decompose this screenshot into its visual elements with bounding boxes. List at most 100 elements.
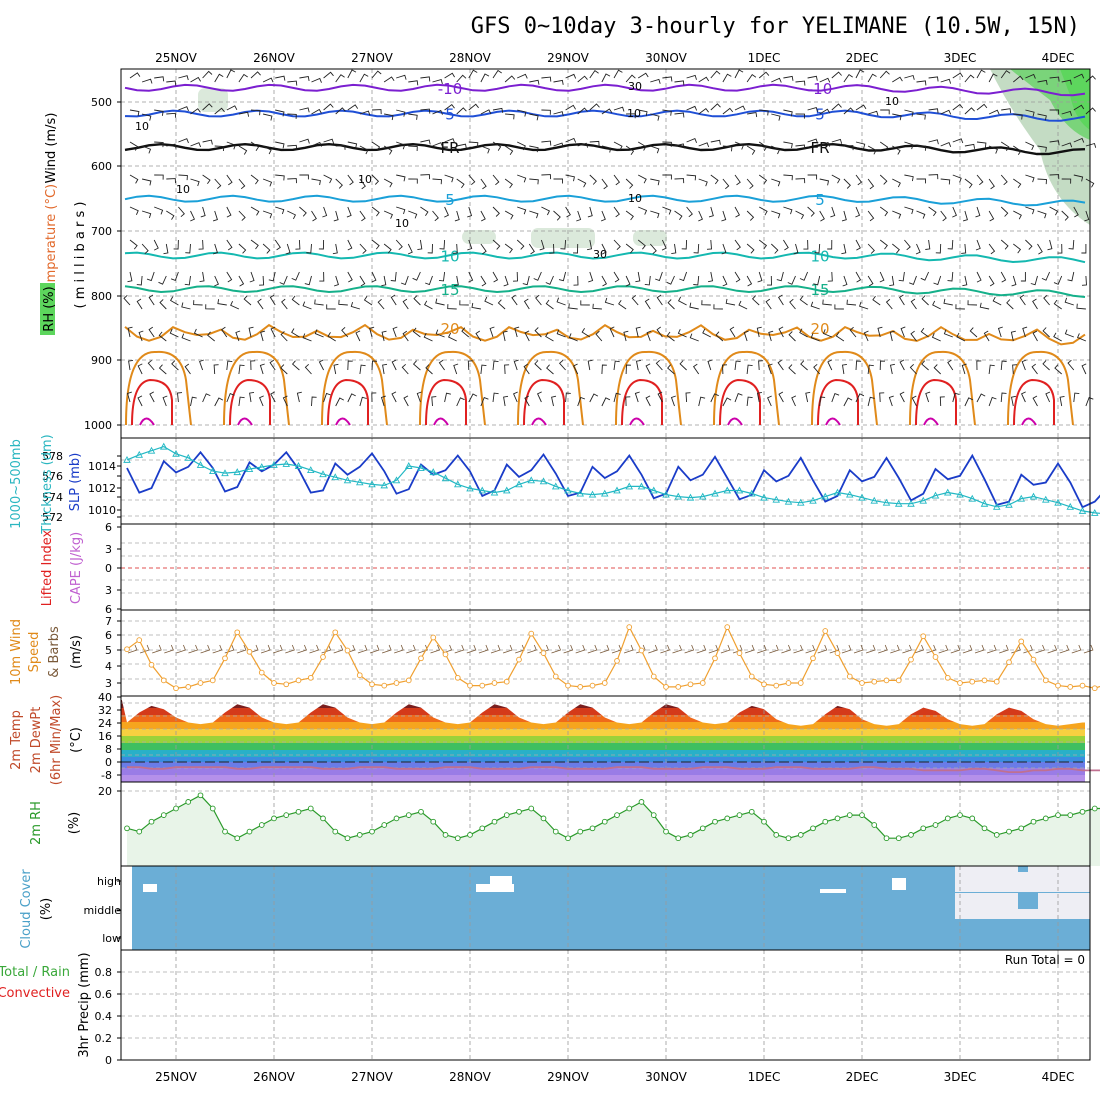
barb-3-6 bbox=[202, 174, 211, 185]
barb-1-50 bbox=[734, 105, 746, 111]
barb-9-2 bbox=[147, 359, 155, 371]
barb-4-76 bbox=[1049, 206, 1059, 216]
wind10m-pt-37 bbox=[577, 684, 584, 690]
wind10m-pt-46 bbox=[687, 681, 694, 688]
barb-7-77 bbox=[1053, 299, 1062, 310]
barb-1-58 bbox=[831, 103, 842, 111]
barb-4-37 bbox=[576, 210, 582, 222]
wind-barbs bbox=[123, 69, 1097, 654]
barb-4-27 bbox=[454, 210, 460, 222]
barb-8-53 bbox=[768, 330, 774, 342]
barb-2-47 bbox=[698, 142, 710, 148]
barb-5-69 bbox=[961, 243, 967, 254]
barb10m-67 bbox=[938, 644, 949, 654]
wind10m-pt-30 bbox=[491, 680, 498, 686]
barb10m-79 bbox=[1083, 644, 1094, 654]
barb10m-76 bbox=[1047, 644, 1058, 654]
temp-band-9 bbox=[121, 762, 1085, 768]
barb-5-39 bbox=[601, 243, 607, 255]
barb-9-28 bbox=[467, 360, 473, 371]
barb-5-22 bbox=[395, 239, 403, 251]
barb-5-45 bbox=[671, 243, 677, 255]
barb-6-28 bbox=[468, 271, 474, 283]
barb-1-45 bbox=[674, 112, 685, 118]
barb-1-46 bbox=[686, 105, 698, 111]
barb-7-65 bbox=[910, 298, 917, 310]
barb-9-30 bbox=[492, 360, 499, 371]
rh2m-pt-52 bbox=[761, 818, 767, 825]
rh2m-pt-74 bbox=[1030, 818, 1037, 825]
rh2m-pt-6 bbox=[197, 792, 204, 799]
barb-4-10 bbox=[250, 206, 260, 216]
barb-3-52 bbox=[758, 174, 768, 185]
barb-5-2 bbox=[153, 239, 159, 251]
thickness-pt-64 bbox=[907, 499, 915, 507]
wind10m-pt-68 bbox=[957, 680, 963, 686]
barb-1-7 bbox=[214, 107, 225, 115]
barb-0-59 bbox=[843, 73, 853, 83]
barb-9-58 bbox=[827, 359, 833, 371]
barb10m-19 bbox=[357, 644, 368, 654]
barb-4-22 bbox=[396, 206, 406, 215]
rh2m-pt-51 bbox=[748, 808, 755, 815]
barb-0-51 bbox=[746, 73, 757, 83]
wind10m-pt-56 bbox=[810, 655, 816, 662]
barb-0-72 bbox=[1000, 70, 1011, 79]
barb10m-64 bbox=[902, 644, 912, 654]
barb-8-65 bbox=[910, 330, 917, 342]
thickness-pt-49 bbox=[723, 486, 732, 494]
barb-6-14 bbox=[291, 271, 300, 281]
thickness-pt-53 bbox=[772, 495, 781, 503]
barb-7-31 bbox=[497, 299, 506, 310]
barb-2-49 bbox=[722, 145, 733, 152]
wind10m-pt-11 bbox=[258, 669, 265, 676]
barb10m-45 bbox=[672, 644, 683, 654]
isotherm-3 bbox=[124, 194, 1086, 207]
date-top-3: 28NOV bbox=[449, 51, 491, 65]
barb10m-7 bbox=[212, 644, 223, 654]
rh2m-pt-18 bbox=[344, 835, 351, 842]
barb-4-35 bbox=[553, 210, 561, 221]
barb-2-5 bbox=[190, 142, 202, 148]
barb10m-39 bbox=[599, 644, 610, 654]
barb-2-64 bbox=[904, 141, 914, 150]
ytick-precip-4: 0.8 bbox=[95, 966, 113, 979]
thickness-pt-7 bbox=[208, 467, 217, 475]
barb-10-60 bbox=[855, 393, 865, 403]
barb-1-68 bbox=[952, 103, 964, 111]
slp-line bbox=[126, 450, 1100, 509]
barb10m-47 bbox=[696, 644, 707, 654]
thickness-pt-72 bbox=[1005, 500, 1013, 508]
barb-7-53 bbox=[765, 298, 772, 310]
barb-5-47 bbox=[693, 243, 700, 254]
barb-1-69 bbox=[964, 107, 975, 115]
frame-7 bbox=[120, 949, 1091, 1061]
barb-2-42 bbox=[637, 141, 647, 151]
barb-8-45 bbox=[666, 331, 675, 342]
barb-5-78 bbox=[1068, 239, 1075, 250]
hottest-loop-4 bbox=[531, 417, 547, 426]
barb-8-5 bbox=[181, 333, 191, 342]
wind10m-pt-9 bbox=[234, 629, 241, 636]
barb-8-23 bbox=[402, 330, 409, 342]
ytick-cloud-1: middle bbox=[83, 904, 121, 917]
barb-8-52 bbox=[756, 326, 762, 338]
thickness-pt-13 bbox=[282, 460, 291, 467]
barb-10-55 bbox=[791, 395, 797, 407]
temp-band-8 bbox=[121, 757, 1085, 762]
thickness-pt-24 bbox=[417, 464, 425, 471]
ytick-li-0: 6 bbox=[105, 521, 112, 534]
barb-6-20 bbox=[371, 271, 377, 283]
barb-0-23 bbox=[408, 80, 419, 86]
barb-2-43 bbox=[650, 145, 660, 154]
wind10m-pt-53 bbox=[773, 682, 780, 689]
isotherm-5 bbox=[124, 285, 1086, 298]
barb-8-35 bbox=[545, 332, 554, 342]
thickness-pt-23 bbox=[404, 462, 413, 469]
barb-4-58 bbox=[830, 206, 836, 218]
wind10m-pt-33 bbox=[528, 630, 535, 637]
barb-10-3 bbox=[162, 395, 168, 407]
barb-8-26 bbox=[435, 329, 445, 338]
barb-3-36 bbox=[565, 174, 575, 182]
wind10m-pt-67 bbox=[944, 674, 951, 681]
